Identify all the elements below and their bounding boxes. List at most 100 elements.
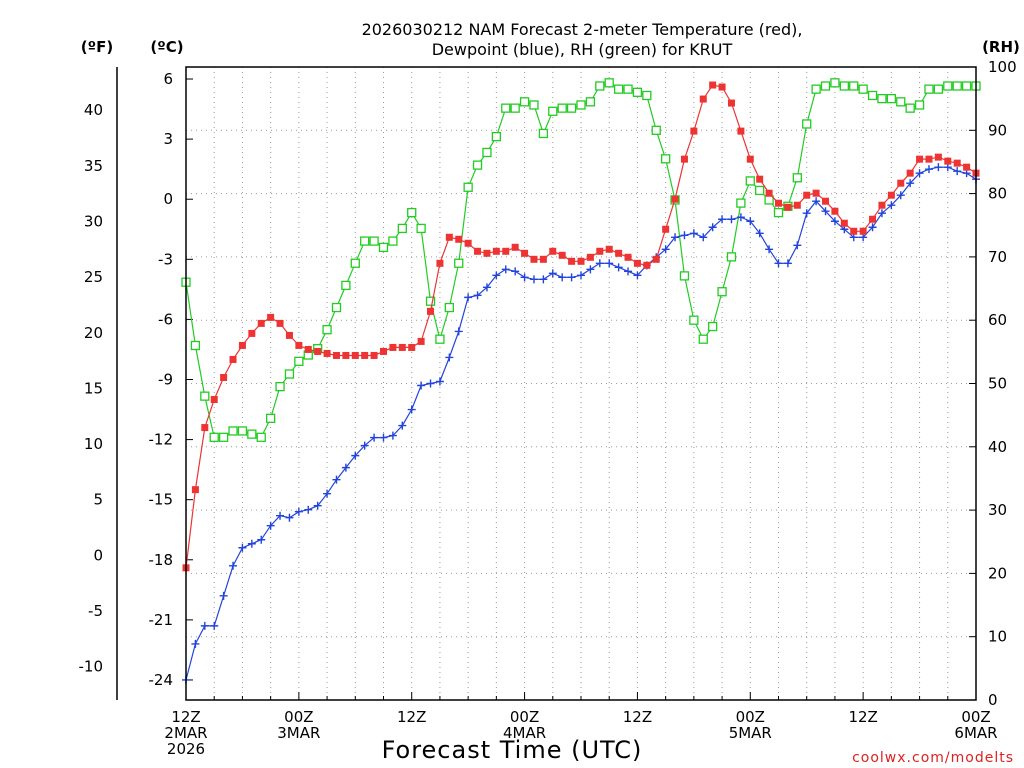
data-point: [643, 261, 651, 269]
data-point: [689, 229, 698, 238]
data-point: [698, 334, 708, 344]
data-point: [867, 90, 878, 101]
data-point: [709, 81, 717, 89]
data-point: [558, 273, 567, 282]
rh-tick-label: 70: [988, 248, 1007, 266]
data-point: [567, 273, 576, 282]
data-point: [285, 513, 294, 522]
data-point: [924, 165, 933, 174]
rh-tick-label: 80: [988, 185, 1007, 203]
rh-tick-label: 10: [988, 628, 1007, 646]
data-point: [718, 215, 727, 224]
data-point: [529, 100, 539, 110]
data-point: [445, 353, 454, 362]
time-tick-label: 00Z 5MAR: [729, 708, 772, 742]
data-point: [454, 327, 463, 336]
data-point: [914, 100, 925, 110]
rh-tick-label: 20: [988, 564, 1007, 582]
data-point: [595, 81, 605, 91]
data-point: [671, 233, 680, 242]
data-point: [585, 97, 596, 107]
data-point: [765, 189, 773, 197]
celsius-tick-label: -12: [149, 431, 174, 449]
data-point: [830, 217, 839, 226]
rh-tick-label: 40: [988, 438, 1007, 456]
data-point: [520, 273, 529, 282]
data-point: [378, 242, 389, 253]
data-point: [445, 233, 453, 241]
data-point: [350, 258, 360, 268]
data-point: [642, 90, 652, 101]
fahrenheit-unit-label: (ºF): [81, 38, 113, 56]
data-point: [218, 432, 229, 442]
data-point: [332, 351, 340, 359]
data-point: [416, 223, 426, 234]
data-point: [519, 97, 530, 107]
celsius-tick-label: 6: [163, 70, 173, 88]
data-point: [820, 81, 831, 91]
data-point: [388, 431, 397, 440]
data-point: [604, 78, 614, 88]
data-point: [905, 103, 915, 113]
data-point: [529, 275, 538, 284]
data-point: [727, 215, 736, 224]
data-point: [671, 195, 679, 203]
data-point: [502, 247, 510, 255]
data-point: [662, 225, 670, 233]
data-point: [943, 81, 953, 91]
data-point: [566, 103, 577, 113]
data-point: [248, 329, 256, 337]
data-point: [548, 269, 557, 278]
data-point: [294, 507, 303, 516]
data-point: [869, 215, 877, 223]
chart-title-line-1: 2026030212 NAM Forecast 2-meter Temperat…: [362, 20, 803, 39]
data-point: [756, 175, 764, 183]
data-point: [897, 179, 905, 187]
data-point: [916, 155, 924, 163]
data-point: [878, 201, 886, 209]
data-point: [906, 169, 914, 177]
data-point: [483, 249, 491, 257]
data-point: [613, 84, 624, 94]
data-point: [934, 163, 943, 172]
data-point: [210, 396, 218, 404]
data-point: [792, 173, 802, 183]
data-point: [717, 287, 727, 297]
data-point: [812, 197, 821, 206]
data-point: [455, 235, 463, 243]
credit-link[interactable]: coolwx.com/modelts: [852, 750, 1014, 766]
data-point: [436, 259, 444, 267]
data-point: [219, 591, 228, 600]
data-point: [351, 451, 360, 460]
title-block: 2026030212 NAM Forecast 2-meter Temperat…: [362, 20, 803, 59]
fahrenheit-tick-label: 10: [84, 435, 103, 453]
data-point: [361, 351, 369, 359]
data-point: [802, 119, 812, 129]
data-point: [294, 356, 304, 366]
fahrenheit-axis: 40 35 30 25 20 15 10 5 0 -5 -10: [79, 101, 104, 675]
data-point: [793, 201, 801, 209]
celsius-tick-label: -3: [158, 250, 173, 268]
fahrenheit-tick-label: 25: [84, 268, 103, 286]
data-point: [745, 176, 755, 186]
data-point: [961, 81, 972, 91]
data-point: [595, 259, 604, 268]
data-point: [774, 259, 783, 268]
data-point: [726, 252, 737, 262]
data-point: [435, 377, 444, 386]
data-point: [464, 293, 473, 302]
data-point: [444, 302, 454, 313]
data-point: [539, 255, 547, 263]
time-tick-label: 12Z: [397, 708, 426, 726]
data-point: [558, 251, 566, 259]
data-point: [568, 257, 576, 265]
rh-tick-label: 30: [988, 501, 1007, 519]
time-tick-label: 00Z 6MAR: [954, 708, 997, 742]
data-point: [491, 131, 502, 142]
data-point: [332, 475, 341, 484]
data-point: [191, 639, 200, 648]
data-point: [736, 213, 745, 222]
data-point: [887, 191, 895, 199]
data-point: [427, 307, 435, 315]
